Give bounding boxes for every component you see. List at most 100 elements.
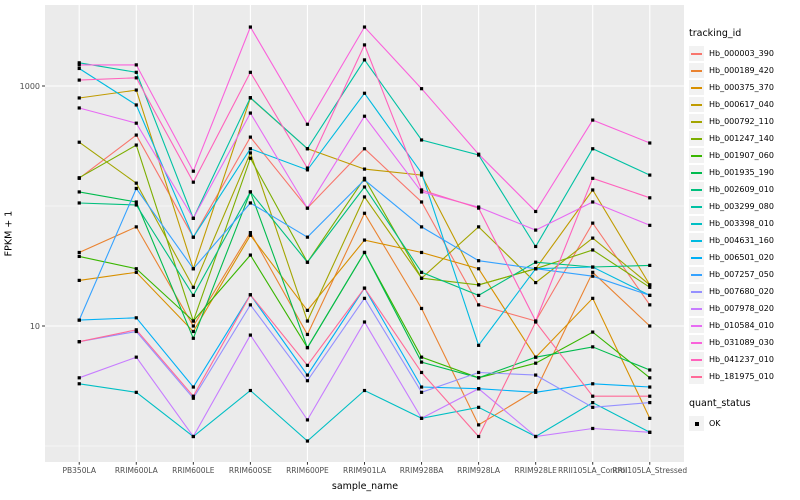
data-point[interactable]: [419, 200, 424, 204]
data-point[interactable]: [534, 390, 538, 394]
data-point[interactable]: [191, 293, 195, 297]
data-point[interactable]: [591, 394, 595, 398]
data-point[interactable]: [134, 316, 138, 320]
data-point[interactable]: [191, 319, 195, 323]
data-point[interactable]: [419, 190, 424, 194]
data-point[interactable]: [248, 333, 252, 337]
data-point[interactable]: [648, 283, 652, 287]
data-point[interactable]: [362, 185, 367, 189]
data-point[interactable]: [648, 141, 652, 145]
data-point[interactable]: [191, 396, 195, 400]
data-point[interactable]: [191, 394, 195, 398]
data-point[interactable]: [419, 270, 424, 274]
data-point[interactable]: [248, 233, 252, 237]
data-point[interactable]: [419, 250, 424, 255]
data-point[interactable]: [305, 166, 310, 170]
data-point[interactable]: [305, 235, 310, 239]
data-point[interactable]: [134, 200, 138, 204]
data-point[interactable]: [191, 216, 195, 220]
data-point[interactable]: [591, 400, 595, 405]
data-point[interactable]: [248, 96, 252, 100]
data-point[interactable]: [134, 121, 138, 125]
data-point[interactable]: [591, 382, 595, 386]
data-point[interactable]: [305, 168, 310, 172]
data-point[interactable]: [134, 181, 138, 185]
data-point[interactable]: [248, 25, 252, 29]
data-point[interactable]: [362, 58, 367, 62]
data-point[interactable]: [648, 196, 652, 200]
data-point[interactable]: [534, 228, 538, 232]
data-point[interactable]: [419, 87, 424, 91]
data-point[interactable]: [648, 385, 652, 389]
data-point[interactable]: [134, 186, 138, 191]
data-point[interactable]: [591, 188, 595, 192]
data-point[interactable]: [77, 190, 81, 194]
data-point[interactable]: [591, 265, 595, 269]
data-point[interactable]: [362, 178, 367, 182]
data-point[interactable]: [305, 319, 310, 323]
data-point[interactable]: [305, 346, 310, 350]
data-point[interactable]: [248, 111, 252, 115]
data-point[interactable]: [419, 385, 424, 389]
data-point[interactable]: [362, 250, 367, 255]
data-point[interactable]: [648, 430, 652, 434]
data-point[interactable]: [362, 114, 367, 118]
data-point[interactable]: [305, 418, 310, 422]
data-point[interactable]: [248, 190, 252, 194]
data-point[interactable]: [191, 180, 195, 184]
data-point[interactable]: [648, 324, 652, 328]
data-point[interactable]: [305, 206, 310, 210]
data-point[interactable]: [362, 25, 367, 29]
data-point[interactable]: [77, 63, 81, 67]
data-point[interactable]: [191, 169, 195, 173]
data-point[interactable]: [534, 388, 538, 393]
data-point[interactable]: [419, 138, 424, 142]
data-point[interactable]: [591, 270, 595, 274]
data-point[interactable]: [591, 426, 595, 431]
data-point[interactable]: [134, 76, 138, 80]
data-point[interactable]: [534, 373, 538, 377]
data-point[interactable]: [419, 360, 424, 364]
data-point[interactable]: [77, 61, 81, 65]
data-point[interactable]: [648, 376, 652, 380]
data-point[interactable]: [191, 329, 195, 334]
data-point[interactable]: [477, 283, 481, 287]
data-point[interactable]: [534, 244, 538, 249]
data-point[interactable]: [134, 329, 138, 334]
data-point[interactable]: [419, 188, 424, 192]
data-point[interactable]: [248, 303, 252, 307]
data-point[interactable]: [77, 382, 81, 386]
data-point[interactable]: [648, 368, 652, 372]
data-point[interactable]: [419, 276, 424, 280]
data-point[interactable]: [248, 151, 252, 155]
data-point[interactable]: [362, 43, 367, 47]
data-point[interactable]: [648, 400, 652, 405]
data-point[interactable]: [134, 355, 138, 359]
data-point[interactable]: [534, 434, 538, 439]
data-point[interactable]: [419, 355, 424, 359]
data-point[interactable]: [77, 78, 81, 82]
data-point[interactable]: [305, 308, 310, 312]
data-point[interactable]: [419, 416, 424, 420]
data-point[interactable]: [362, 296, 367, 300]
data-point[interactable]: [477, 434, 481, 439]
data-point[interactable]: [305, 439, 310, 443]
data-point[interactable]: [648, 394, 652, 398]
data-point[interactable]: [362, 195, 367, 199]
data-point[interactable]: [77, 96, 81, 100]
data-point[interactable]: [248, 147, 252, 151]
data-point[interactable]: [134, 267, 138, 271]
data-point[interactable]: [534, 267, 538, 271]
data-point[interactable]: [534, 355, 538, 359]
data-point[interactable]: [591, 118, 595, 122]
data-point[interactable]: [534, 361, 538, 365]
data-point[interactable]: [534, 209, 538, 214]
data-point[interactable]: [419, 306, 424, 311]
data-point[interactable]: [477, 370, 481, 375]
data-point[interactable]: [191, 336, 195, 340]
data-point[interactable]: [477, 387, 481, 391]
data-point[interactable]: [134, 143, 138, 147]
data-point[interactable]: [134, 63, 138, 67]
data-point[interactable]: [477, 267, 481, 271]
data-point[interactable]: [534, 280, 538, 285]
